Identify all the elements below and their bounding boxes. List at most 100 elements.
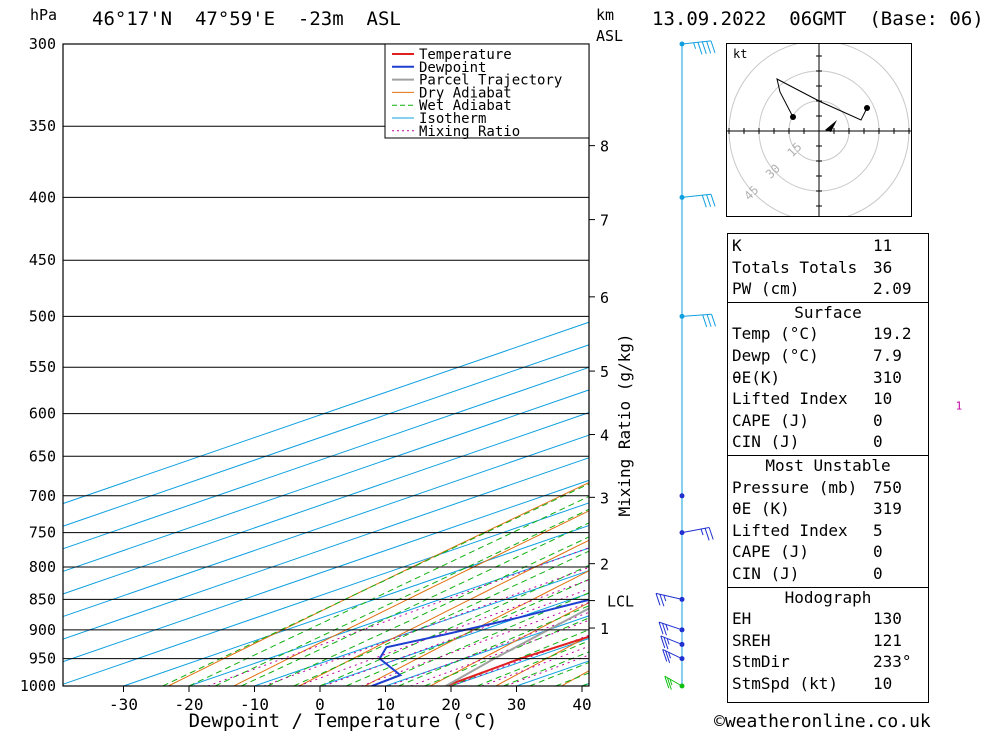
index-row: Totals Totals 36 xyxy=(728,258,928,279)
temperature-tick-label: 40 xyxy=(572,695,591,714)
hodograph-row: SREH 121 xyxy=(728,631,928,652)
index-label: Totals Totals xyxy=(732,257,858,277)
pressure-tick-label: 350 xyxy=(29,117,56,135)
indices-table: K 11 Totals Totals 36 PW (cm) 2.09 Surface Temp… xyxy=(727,233,929,703)
surface-section-title: Surface xyxy=(794,302,862,322)
isotherm-line xyxy=(63,321,589,505)
hodograph-point xyxy=(790,114,796,120)
index-label: K xyxy=(732,236,742,255)
pressure-tick-label: 850 xyxy=(29,590,56,608)
hodograph-ring-label: 15 xyxy=(785,140,805,160)
pressure-tick-label: 600 xyxy=(29,405,56,423)
index-value: 7.9 xyxy=(873,346,902,365)
legend-label: Isotherm xyxy=(419,111,486,127)
isotherm-line xyxy=(63,434,589,618)
wind-barb xyxy=(660,635,683,650)
dry-adiabat-line xyxy=(299,539,589,686)
legend-label: Wet Adiabat xyxy=(419,98,512,114)
hodograph-point xyxy=(864,105,870,111)
isotherm-line xyxy=(254,570,589,686)
index-value: 310 xyxy=(873,367,902,387)
most-unstable-section-title: Most Unstable xyxy=(765,456,891,475)
pressure-tick-label: 300 xyxy=(29,35,56,53)
index-label: EH xyxy=(732,609,752,629)
legend-label: Dewpoint xyxy=(419,60,486,76)
index-value: 130 xyxy=(873,609,902,629)
hodograph-unit: kt xyxy=(733,47,747,61)
height-tick-label: LCL xyxy=(607,593,634,611)
location-title: 46°17'N 47°59'E -23m ASL xyxy=(92,8,401,30)
temperature-tick-label: 20 xyxy=(441,695,460,714)
most-unstable-row: θE (K) 319 xyxy=(728,499,928,520)
index-value: 5 xyxy=(873,520,883,540)
isotherm-line xyxy=(63,344,589,527)
index-value: 36 xyxy=(873,257,893,277)
plot-frame xyxy=(62,43,590,687)
legend-label: Temperature xyxy=(419,47,512,63)
pressure-tick-label: 950 xyxy=(29,650,56,668)
hodograph-section-title: Hodograph xyxy=(784,587,872,607)
most-unstable-row: Pressure (mb) 750 xyxy=(728,478,928,499)
hodograph-row: EH 130 xyxy=(728,609,928,630)
index-label: CIN (J) xyxy=(732,564,800,583)
pressure-tick-label: 800 xyxy=(29,558,56,576)
index-value: 19.2 xyxy=(873,324,912,344)
index-label: Dewp (°C) xyxy=(732,346,819,365)
table-divider xyxy=(728,301,928,303)
wet-adiabat-line xyxy=(346,578,589,686)
surface-row: Temp (°C) 19.2 xyxy=(728,324,928,345)
pressure-tick-label: 550 xyxy=(29,358,56,376)
index-label: Temp (°C) xyxy=(732,324,819,344)
isotherm-line xyxy=(123,524,589,686)
height-tick-label: 7 xyxy=(600,212,609,230)
hodograph-panel: kt 15 30 45 xyxy=(726,40,912,222)
index-value: 10 xyxy=(873,674,893,693)
temperature-tick-label: -20 xyxy=(175,695,204,714)
pressure-tick-label: 900 xyxy=(29,621,56,639)
hodograph-ring-label: 45 xyxy=(741,183,761,203)
index-value: 0 xyxy=(873,564,883,583)
legend-label: Dry Adiabat xyxy=(419,85,512,101)
index-value: 2.09 xyxy=(873,279,912,299)
wind-barb xyxy=(664,675,683,690)
height-tick-label: 3 xyxy=(600,489,609,507)
legend-label: Mixing Ratio xyxy=(419,124,520,140)
wind-barb xyxy=(681,527,714,541)
isotherm-line xyxy=(63,502,589,685)
index-value: 10 xyxy=(873,389,893,409)
isotherm-line xyxy=(63,479,589,663)
index-label: Lifted Index xyxy=(732,389,848,409)
mixing-ratio-label: 1 xyxy=(956,400,963,413)
hodograph-ring-label: 30 xyxy=(763,161,783,181)
wet-adiabat-line xyxy=(293,550,589,686)
storm-motion-arrow xyxy=(825,120,837,132)
index-value: 0 xyxy=(873,410,883,430)
hodograph-row: StmSpd (kt) 10 xyxy=(728,674,928,695)
wet-adiabat-line xyxy=(398,605,589,686)
temperature-tick-label: -30 xyxy=(109,695,138,714)
table-divider xyxy=(728,586,928,588)
wind-barb-dot xyxy=(679,493,685,499)
mixing-ratio-axis-label: Mixing Ratio (g/kg) xyxy=(615,333,634,516)
index-value: 11 xyxy=(873,236,893,255)
copyright-footer: ©weatheronline.co.uk xyxy=(714,711,931,732)
height-tick-label: 2 xyxy=(600,556,609,574)
pressure-tick-label: 750 xyxy=(29,524,56,542)
index-row: PW (cm) 2.09 xyxy=(728,279,928,300)
pressure-tick-label: 650 xyxy=(29,447,56,465)
dewpoint-line xyxy=(371,598,589,686)
index-label: PW (cm) xyxy=(732,279,800,299)
surface-row: Dewp (°C) 7.9 xyxy=(728,346,928,367)
wind-barb xyxy=(681,193,716,208)
index-label: StmDir xyxy=(732,652,790,672)
parcel-trajectory-line xyxy=(445,607,589,686)
height-tick-label: 4 xyxy=(600,427,609,445)
index-label: Pressure (mb) xyxy=(732,477,858,497)
index-label: Lifted Index xyxy=(732,520,848,540)
surface-row: Lifted Index 10 xyxy=(728,389,928,410)
index-value: 0 xyxy=(873,542,883,562)
height-tick-label: 1 xyxy=(600,620,609,638)
